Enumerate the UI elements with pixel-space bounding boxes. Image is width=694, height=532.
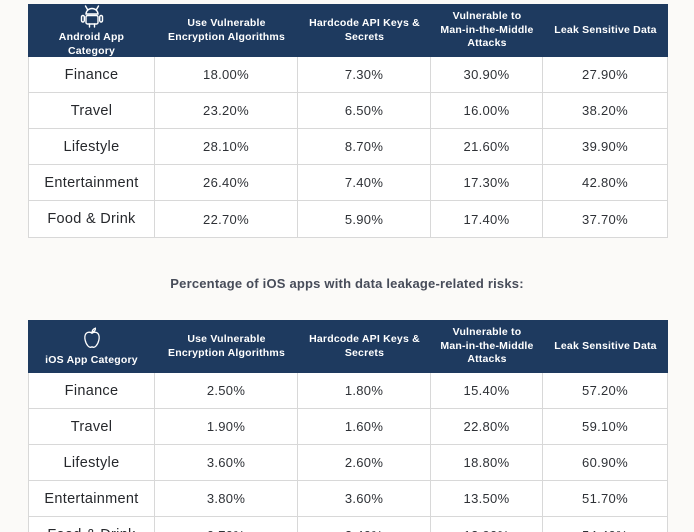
row-value: 42.80% (582, 175, 628, 190)
row-category: Entertainment (29, 481, 155, 516)
ios-category-header-label: iOS App Category (45, 354, 138, 367)
table-row: Finance 18.00% 7.30% 30.90% 27.90% (29, 57, 667, 93)
row-value: 51.70% (582, 491, 628, 506)
row-value: 3.60% (298, 481, 431, 516)
row-value: 5.90% (298, 201, 431, 237)
ios-col-header-mitm: Vulnerable to Man-in-the-Middle Attacks (440, 326, 534, 366)
row-category: Travel (29, 93, 155, 128)
row-category: Finance (29, 57, 155, 92)
ios-col-header-hardcode: Hardcode API Keys & Secrets (309, 332, 420, 359)
table-row: Lifestyle 28.10% 8.70% 21.60% 39.90% (29, 129, 667, 165)
table-row: Entertainment 3.80% 3.60% 13.50% 51.70% (29, 481, 667, 517)
row-category: Entertainment (29, 165, 155, 200)
android-table-body: Finance 18.00% 7.30% 30.90% 27.90% Trave… (28, 57, 668, 238)
row-value: 1.80% (298, 373, 431, 408)
ios-section-title: Percentage of iOS apps with data leakage… (170, 276, 524, 291)
row-value: 3.60% (155, 445, 298, 480)
row-category: Food & Drink (29, 517, 155, 532)
android-col-header-encryption: Use Vulnerable Encryption Algorithms (168, 16, 285, 43)
row-value: 17.30% (431, 165, 543, 200)
row-value: 1.60% (298, 409, 431, 444)
row-value: 26.40% (155, 165, 298, 200)
row-value: 1.90% (155, 409, 298, 444)
row-value: 7.30% (298, 57, 431, 92)
apple-logo-icon (80, 325, 104, 352)
ios-category-header-cell: iOS App Category (28, 320, 155, 373)
ios-table-body: Finance 2.50% 1.80% 15.40% 57.20% Travel… (28, 373, 668, 532)
ios-table-header: iOS App Category Use Vulnerable Encrypti… (28, 320, 668, 373)
row-value: 2.50% (155, 373, 298, 408)
table-row: Food & Drink 22.70% 5.90% 17.40% 37.70% (29, 201, 667, 237)
row-category: Finance (29, 373, 155, 408)
row-category: Lifestyle (29, 445, 155, 480)
table-row: Entertainment 26.40% 7.40% 17.30% 42.80% (29, 165, 667, 201)
row-value: 30.90% (431, 57, 543, 92)
row-value: 60.90% (582, 455, 628, 470)
android-category-header-cell: Android App Category (28, 4, 155, 57)
row-value: 22.80% (431, 409, 543, 444)
row-value: 28.10% (155, 129, 298, 164)
android-risk-table: Android App Category Use Vulnerable Encr… (28, 4, 668, 238)
row-value: 18.80% (431, 445, 543, 480)
row-value: 8.70% (298, 129, 431, 164)
row-category: Food & Drink (29, 201, 155, 237)
row-value: 22.70% (155, 201, 298, 237)
table-row: Travel 1.90% 1.60% 22.80% 59.10% (29, 409, 667, 445)
ios-risk-table: iOS App Category Use Vulnerable Encrypti… (28, 320, 668, 532)
row-value: 13.90% (431, 517, 543, 532)
android-robot-icon (75, 3, 109, 29)
android-col-header-leak: Leak Sensitive Data (554, 23, 657, 36)
row-value: 27.90% (582, 67, 628, 82)
row-value: 38.20% (582, 103, 628, 118)
row-value: 21.60% (431, 129, 543, 164)
row-value: 59.10% (582, 419, 628, 434)
row-value: 2.40% (298, 517, 431, 532)
row-category: Lifestyle (29, 129, 155, 164)
android-col-header-hardcode: Hardcode API Keys & Secrets (309, 16, 420, 43)
table-row: Finance 2.50% 1.80% 15.40% 57.20% (29, 373, 667, 409)
row-value: 16.00% (431, 93, 543, 128)
android-category-header-label: Android App Category (58, 30, 125, 57)
table-row: Lifestyle 3.60% 2.60% 18.80% 60.90% (29, 445, 667, 481)
row-value: 7.40% (298, 165, 431, 200)
row-value: 57.20% (582, 383, 628, 398)
ios-col-header-encryption: Use Vulnerable Encryption Algorithms (168, 332, 285, 359)
row-value: 15.40% (431, 373, 543, 408)
row-value: 23.20% (155, 93, 298, 128)
ios-col-header-leak: Leak Sensitive Data (554, 339, 657, 352)
row-category: Travel (29, 409, 155, 444)
row-value: 54.40% (543, 517, 667, 532)
row-value: 17.40% (431, 201, 543, 237)
row-value: 0.70% (155, 517, 298, 532)
row-value: 37.70% (582, 211, 628, 227)
row-value: 6.50% (298, 93, 431, 128)
table-row: Food & Drink 0.70% 2.40% 13.90% 54.40% (29, 517, 667, 532)
row-value: 3.80% (155, 481, 298, 516)
row-value: 13.50% (431, 481, 543, 516)
android-table-header: Android App Category Use Vulnerable Encr… (28, 4, 668, 57)
row-value: 39.90% (582, 139, 628, 154)
android-col-header-mitm: Vulnerable to Man-in-the-Middle Attacks (440, 10, 534, 50)
row-value: 18.00% (155, 57, 298, 92)
table-row: Travel 23.20% 6.50% 16.00% 38.20% (29, 93, 667, 129)
row-value: 2.60% (298, 445, 431, 480)
